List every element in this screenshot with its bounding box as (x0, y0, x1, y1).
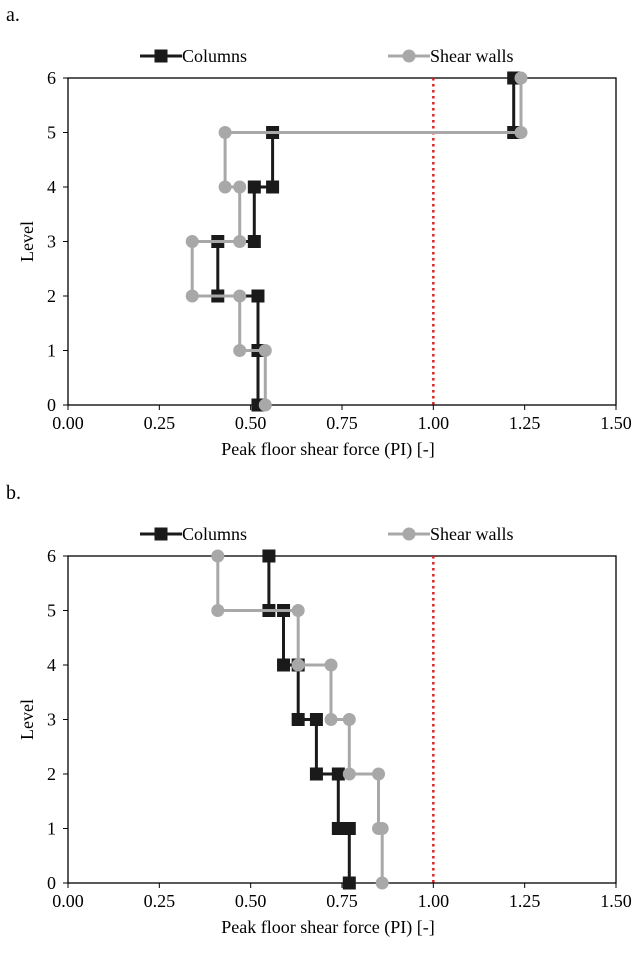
x-tick-label: 1.50 (600, 413, 632, 433)
data-point (233, 180, 247, 194)
legend-label: Shear walls (430, 524, 513, 544)
data-point (185, 289, 199, 303)
y-tick-label: 1 (47, 341, 56, 361)
data-point (258, 398, 272, 412)
data-point (342, 713, 356, 726)
data-point (258, 344, 272, 357)
data-point (211, 549, 225, 563)
data-point (218, 180, 232, 194)
x-tick-label: 0.50 (235, 891, 267, 911)
data-point (233, 289, 247, 303)
y-tick-label: 2 (47, 764, 56, 784)
legend-marker (154, 49, 168, 63)
legend-label: Columns (182, 524, 247, 544)
y-tick-label: 6 (47, 68, 56, 88)
data-point (291, 713, 305, 726)
data-point (514, 71, 528, 85)
chart-panel-b: b. 0.00 0.25 0.50 0.75 1.00 1.25 1.50 0 1 2 3 4 5 6 Pe… (0, 478, 638, 956)
y-tick-label: 5 (47, 601, 56, 621)
y-tick-label: 0 (47, 395, 56, 415)
chart-panel-a: a. 0.00 0.25 0.50 0.75 1.00 1.25 1.50 0 1 2 3 4 5 6 Pe… (6, 4, 632, 460)
data-point (247, 180, 261, 194)
legend-label: Shear walls (430, 46, 513, 66)
panel-label: a. (6, 4, 20, 26)
x-tick-label: 0.75 (326, 413, 358, 433)
legend-marker (402, 49, 416, 63)
chart-svg: 0.00 0.25 0.50 0.75 1.00 1.25 1.50 0 1 2 3 4 5 6 Peak … (17, 524, 632, 938)
y-tick-label: 3 (47, 710, 56, 730)
data-point (266, 180, 280, 194)
data-point (185, 235, 199, 248)
data-point (372, 767, 386, 781)
x-tick-label: 0.25 (144, 413, 176, 433)
x-tick-label: 1.25 (509, 413, 541, 433)
x-tick-label: 0.75 (326, 891, 358, 911)
x-tick-label: 0.00 (52, 891, 84, 911)
x-tick-label: 1.00 (418, 413, 450, 433)
y-tick-label: 5 (47, 123, 56, 143)
y-axis-label: Level (17, 221, 37, 262)
data-point (324, 658, 338, 672)
legend-marker (402, 527, 416, 541)
data-point (291, 604, 305, 617)
data-point (247, 235, 261, 248)
plot-frame (67, 77, 617, 406)
x-tick-label: 0.50 (235, 413, 267, 433)
panel-label: b. (6, 482, 21, 504)
x-tick-label: 1.00 (418, 891, 450, 911)
data-point (342, 767, 356, 781)
data-point (277, 658, 291, 672)
y-tick-label: 6 (47, 546, 56, 566)
legend-marker (154, 527, 168, 541)
data-point (342, 876, 356, 890)
y-tick-label: 4 (47, 655, 56, 675)
x-tick-label: 1.50 (600, 891, 632, 911)
data-point (324, 713, 338, 726)
data-point (218, 126, 232, 139)
data-point (233, 235, 247, 248)
y-tick-label: 1 (47, 819, 56, 839)
data-point (251, 289, 265, 303)
data-point (514, 126, 528, 139)
data-point (309, 767, 323, 781)
x-tick-label: 0.00 (52, 413, 84, 433)
x-axis-label: Peak floor shear force (PI) [-] (221, 439, 434, 460)
data-point (372, 822, 386, 835)
y-tick-label: 3 (47, 232, 56, 252)
data-point (331, 822, 345, 835)
data-point (291, 658, 305, 672)
legend-label: Columns (182, 46, 247, 66)
data-point (375, 876, 389, 890)
y-axis-label: Level (17, 699, 37, 740)
chart-svg: 0.00 0.25 0.50 0.75 1.00 1.25 1.50 0 1 2 3 4 5 6 Peak … (17, 46, 632, 460)
data-point (331, 767, 345, 781)
x-tick-label: 0.25 (144, 891, 176, 911)
y-tick-label: 4 (47, 177, 56, 197)
data-point (309, 713, 323, 726)
x-axis-label: Peak floor shear force (PI) [-] (221, 917, 434, 938)
data-point (262, 549, 276, 563)
data-point (342, 822, 356, 835)
data-point (233, 344, 247, 357)
x-tick-label: 1.25 (509, 891, 541, 911)
data-point (211, 604, 225, 617)
y-tick-label: 0 (47, 873, 56, 893)
y-tick-label: 2 (47, 286, 56, 306)
